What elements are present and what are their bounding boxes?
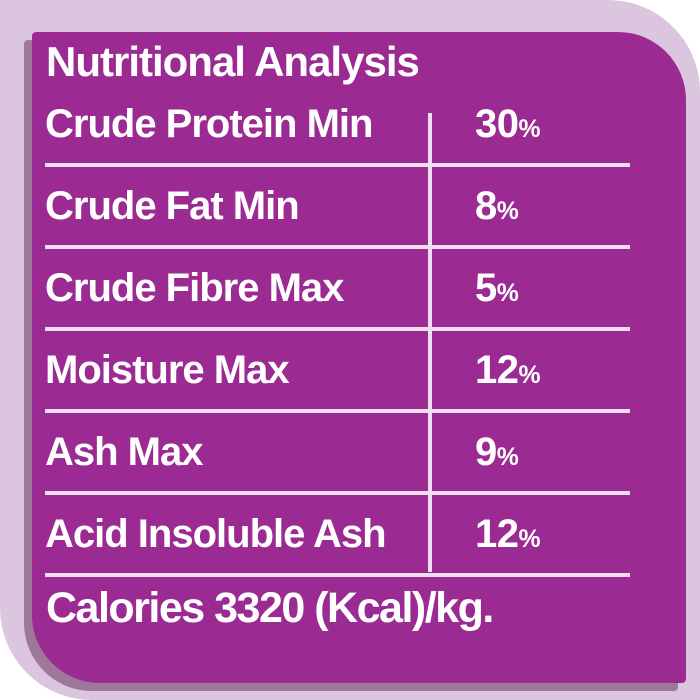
- value-number: 8: [475, 183, 497, 228]
- table-row: Moisture Max 12%: [45, 331, 630, 413]
- percent-sign: %: [496, 279, 519, 307]
- value-number: 5: [475, 265, 497, 310]
- panel-title: Nutritional Analysis: [46, 38, 420, 85]
- nutrient-label: Crude Protein Min: [45, 101, 373, 146]
- value-number: 9: [475, 429, 497, 474]
- nutrient-label: Moisture Max: [45, 347, 290, 392]
- nutrition-panel: Nutritional Analysis Crude Protein Min 3…: [32, 32, 686, 683]
- percent-sign: %: [518, 115, 541, 143]
- table-row: Crude Fat Min 8%: [45, 167, 630, 249]
- percent-sign: %: [518, 361, 541, 389]
- calories-text: Calories 3320 (Kcal)/kg.: [46, 584, 494, 632]
- nutrient-value: 8%: [430, 183, 519, 229]
- column-divider-line: [428, 113, 432, 572]
- nutrient-label: Crude Fibre Max: [45, 265, 344, 310]
- nutrient-label: Acid Insoluble Ash: [45, 511, 387, 556]
- nutrient-value: 12%: [430, 511, 541, 557]
- table-row: Crude Protein Min 30%: [45, 85, 630, 167]
- nutrition-table: Crude Protein Min 30% Crude Fat Min 8% C…: [45, 85, 630, 577]
- table-row: Crude Fibre Max 5%: [45, 249, 630, 331]
- table-row: Ash Max 9%: [45, 413, 630, 495]
- nutrient-label: Crude Fat Min: [45, 183, 300, 228]
- value-number: 30: [475, 101, 519, 146]
- nutrient-value: 9%: [430, 429, 519, 475]
- table-row: Acid Insoluble Ash 12%: [45, 495, 630, 577]
- percent-sign: %: [496, 197, 519, 225]
- nutrient-value: 30%: [430, 101, 541, 147]
- nutrient-value: 12%: [430, 347, 541, 393]
- value-number: 12: [475, 347, 519, 392]
- percent-sign: %: [496, 443, 519, 471]
- value-number: 12: [475, 511, 519, 556]
- percent-sign: %: [518, 525, 541, 553]
- nutrient-label: Ash Max: [45, 429, 204, 474]
- nutrient-value: 5%: [430, 265, 519, 311]
